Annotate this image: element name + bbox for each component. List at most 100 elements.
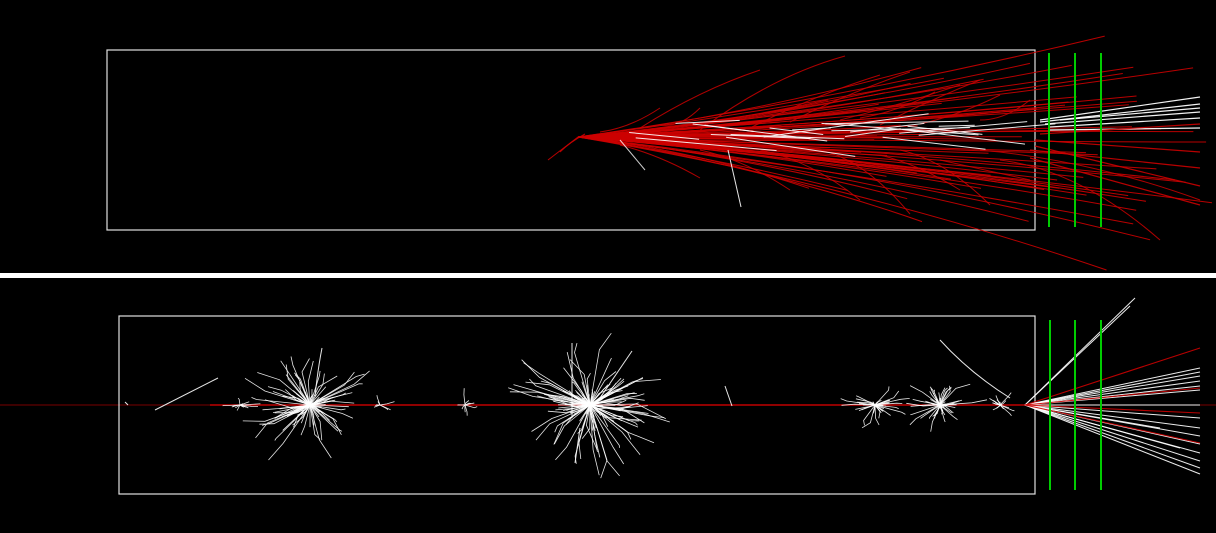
particle-track: [874, 400, 882, 406]
particle-track: [855, 398, 876, 406]
particle-track: [939, 404, 946, 423]
particle-track: [309, 389, 313, 406]
particle-track: [856, 401, 876, 406]
particle-track: [268, 404, 311, 461]
particle-track: [909, 385, 941, 406]
particle-track: [589, 395, 629, 406]
particle-track: [863, 404, 876, 426]
particle-track: [376, 395, 381, 406]
top-view-panel: [0, 0, 1216, 273]
particle-track: [309, 404, 342, 435]
particle-track: [874, 390, 900, 406]
particle-track: [939, 383, 971, 406]
particle-track: [899, 149, 991, 206]
particle-track: [379, 404, 391, 411]
particle-track: [939, 401, 946, 406]
particle-track: [589, 404, 599, 453]
particle-track: [635, 137, 777, 152]
particle-track: [930, 388, 941, 406]
particle-track: [239, 403, 261, 406]
particle-track: [906, 402, 941, 407]
particle-track: [589, 393, 637, 406]
particle-track: [831, 127, 970, 132]
particle-track: [1039, 96, 1201, 121]
particle-track: [285, 389, 311, 406]
particle-track: [309, 404, 343, 432]
particle-track: [939, 404, 958, 421]
particle-track: [993, 399, 1001, 406]
particle-track: [548, 396, 591, 408]
particle-track: [577, 136, 1151, 241]
particle-track: [1024, 404, 1201, 462]
particle-track: [577, 95, 1137, 138]
particle-track: [236, 404, 241, 411]
particle-track: [920, 404, 941, 419]
particle-track: [938, 392, 941, 406]
particle-track: [577, 35, 1105, 138]
particle-track: [314, 347, 323, 397]
particle-track: [874, 404, 906, 415]
particle-track: [939, 404, 944, 415]
particle-track: [577, 136, 1107, 271]
particle-track: [1024, 404, 1201, 419]
particle-track: [589, 404, 620, 448]
particle-track: [999, 404, 1012, 417]
particle-track: [861, 404, 876, 429]
detector-planes: [1049, 320, 1102, 490]
particle-track: [297, 404, 311, 416]
particle-track: [565, 404, 591, 426]
particle-track: [259, 404, 311, 425]
particle-track: [1024, 404, 1201, 444]
particle-track: [675, 119, 740, 124]
particle-track: [939, 385, 951, 406]
particle-track: [569, 359, 591, 406]
particle-track: [932, 404, 941, 417]
particle-track: [845, 128, 901, 137]
particle-track: [629, 132, 700, 140]
particle-track: [239, 404, 259, 407]
interaction-tracks: [124, 297, 1201, 479]
particle-track: [874, 402, 903, 406]
particle-track: [274, 404, 311, 419]
particle-track: [239, 404, 244, 408]
particle-track: [1029, 149, 1201, 169]
particle-track: [280, 360, 311, 406]
particle-track: [839, 84, 961, 121]
particle-track: [540, 380, 591, 406]
particle-track: [589, 404, 632, 440]
particle-track: [1024, 380, 1201, 406]
particle-track: [309, 370, 370, 406]
particle-track: [554, 404, 591, 445]
top-view-canvas: [106, 35, 1213, 271]
particle-track: [589, 404, 595, 431]
particle-track: [555, 404, 591, 461]
particle-track: [464, 400, 470, 406]
particle-track: [1029, 157, 1201, 206]
particle-track: [375, 404, 380, 406]
particle-track: [939, 339, 1011, 399]
particle-track: [939, 159, 1031, 181]
particle-track: [999, 404, 1015, 412]
particle-track: [699, 149, 791, 191]
particle-track: [730, 134, 845, 140]
particle-track: [909, 404, 941, 426]
particle-track: [309, 371, 355, 406]
particle-track: [939, 387, 946, 406]
detector-planes: [1048, 53, 1102, 227]
particle-track: [749, 74, 881, 129]
particle-track: [464, 404, 478, 409]
particle-track: [939, 399, 988, 406]
particle-track: [577, 126, 1132, 138]
particle-track: [285, 364, 311, 406]
particle-track: [309, 404, 323, 441]
particle-track: [619, 139, 646, 171]
particle-track: [124, 401, 129, 406]
particle-track: [699, 55, 846, 131]
particle-track: [577, 96, 1077, 138]
particle-track: [912, 399, 941, 406]
particle-track: [619, 144, 701, 179]
particle-track: [464, 402, 475, 406]
particle-track: [379, 401, 395, 406]
particle-track: [589, 357, 612, 406]
particle-track: [309, 373, 325, 406]
